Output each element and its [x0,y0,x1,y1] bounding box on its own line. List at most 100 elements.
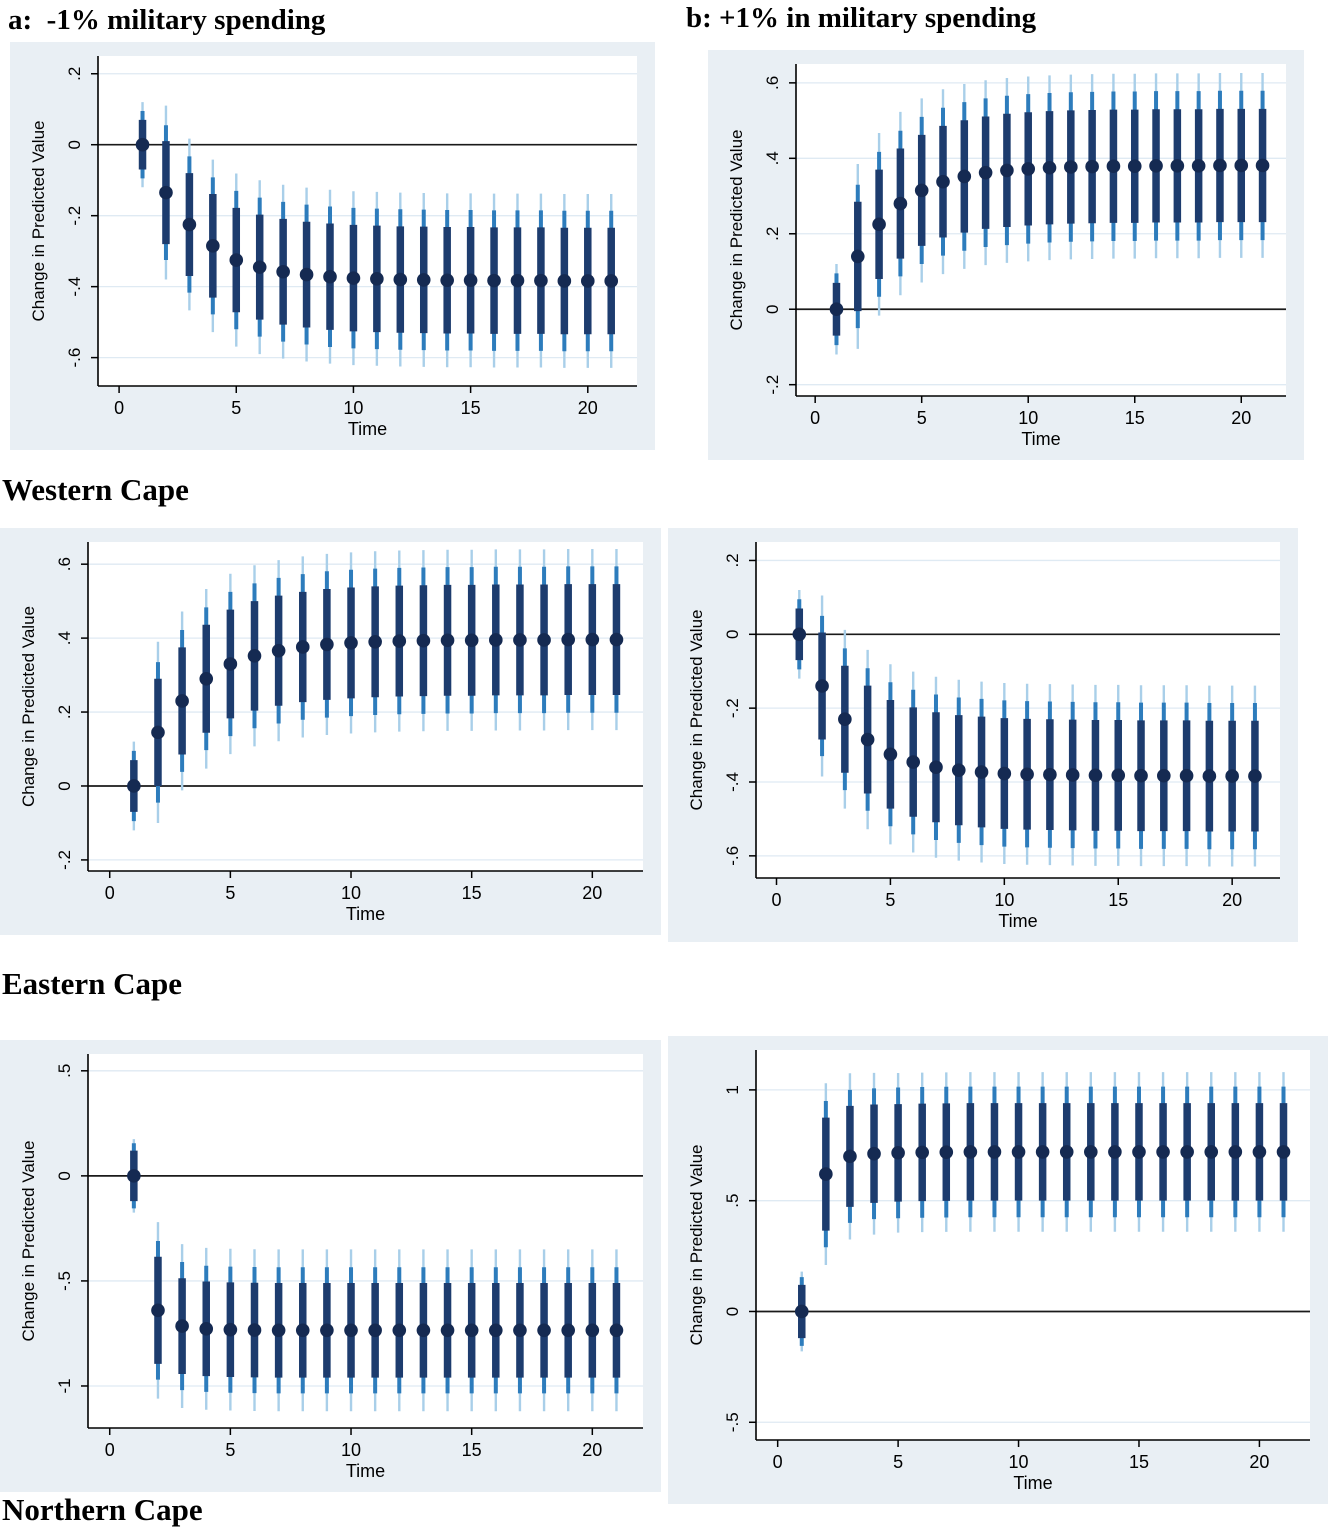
point-marker [1191,159,1206,173]
point-marker [1021,162,1036,176]
point-marker [1088,768,1103,783]
point-marker [368,1323,382,1338]
y-tick-label: 0 [723,1307,742,1316]
point-marker [206,239,220,253]
y-axis-title: Change in Predicted Value [29,121,48,322]
chart-western-cape-plus1: .6 .4 .2 0 -.2 0 5 10 15 20 Time Change in Predicte… [708,50,1304,460]
chart-svg-nc-a: .5 0 -.5 -1 0 5 10 15 20 Time Change in Predicted … [19,1054,643,1481]
x-tick-label: 10 [1009,1452,1029,1472]
point-marker [850,249,865,264]
y-tick-label: -.2 [723,698,742,718]
y-tick-label: .6 [763,76,782,90]
y-tick-label: -.4 [723,772,742,792]
series-nc-b [794,1072,1291,1352]
point-marker [1157,768,1171,783]
x-tick-label: 5 [885,890,895,910]
point-marker [393,272,408,287]
point-marker [151,1303,165,1318]
point-marker [464,633,479,648]
point-marker [392,634,407,648]
x-tick-label: 15 [1129,1452,1149,1472]
point-marker [346,271,361,285]
point-marker [1213,158,1227,173]
point-marker [1035,1145,1050,1159]
point-marker [127,1169,141,1183]
x-tick-label: 10 [994,890,1014,910]
x-tick-label: 0 [114,398,124,418]
point-marker [1179,768,1194,783]
chart-western-cape-minus1: .2 0 -.2 -.4 -.6 0 5 10 15 20 Time Change in Predic… [10,42,655,450]
plot-area [98,56,637,386]
chart-svg-ec-a: .6 .4 .2 0 -.2 0 5 10 15 20 Time Change in Predicte… [19,542,643,924]
point-marker [957,169,972,184]
point-marker [463,273,478,288]
point-marker [534,273,548,288]
point-marker [609,1323,624,1338]
point-marker [1228,1145,1243,1159]
point-marker [843,1149,857,1164]
point-marker [182,217,197,232]
y-tick-label: 0 [763,304,782,313]
point-marker [344,636,358,650]
point-marker [159,185,173,200]
point-marker [1020,767,1034,782]
point-marker [271,1323,286,1338]
y-axis-title: Change in Predicted Value [19,1141,38,1342]
x-tick-label: 20 [1231,408,1251,428]
plot-area [796,64,1286,396]
point-marker [276,264,290,279]
row-label-western-cape: Western Cape [2,472,189,507]
point-marker [513,1323,527,1338]
point-marker [914,183,929,198]
x-tick-label: 5 [225,1440,235,1460]
point-marker [368,635,382,649]
series-nc-a [127,1139,624,1412]
point-marker [936,174,950,189]
plot-area [88,542,643,871]
point-marker [794,1304,809,1319]
chart-svg-nc-b: 1 .5 0 -.5 0 5 10 15 20 Time Change in Predicted V… [687,1050,1310,1493]
x-tick-label: 20 [1249,1452,1269,1472]
point-marker [792,627,807,642]
point-marker [609,632,624,647]
point-marker [320,637,334,652]
plot-area [88,1054,643,1428]
x-axis-title: Time [1021,429,1060,449]
point-marker [1234,158,1249,173]
point-marker [320,1323,334,1338]
y-axis-title: Change in Predicted Value [687,610,706,811]
y-axis-title: Change in Predicted Value [19,606,38,807]
point-marker [537,633,551,647]
point-marker [585,632,600,647]
y-tick-label: -.2 [55,850,74,870]
x-tick-label: 20 [578,398,598,418]
x-tick-label: 10 [343,398,363,418]
point-marker [1248,769,1262,783]
point-marker [1011,1145,1026,1159]
plot-area [756,542,1280,878]
column-title-a: a: -1% military spending [8,4,326,36]
point-marker [295,640,310,654]
x-tick-label: 0 [810,408,820,428]
point-marker [883,747,898,762]
point-marker [561,632,575,647]
point-marker [416,1323,431,1338]
point-marker [893,196,908,211]
series-ec-a [127,549,624,831]
row-label-northern-cape: Northern Cape [2,1492,203,1527]
x-axis-title: Time [1013,1473,1052,1493]
chart-svg-wc-a: .2 0 -.2 -.4 -.6 0 5 10 15 20 Time Change in Predic… [29,56,637,439]
x-tick-label: 15 [461,398,481,418]
point-marker [229,253,244,267]
point-marker [1255,158,1270,173]
point-marker [323,269,337,284]
point-marker [860,732,875,747]
chart-svg-ec-b: .2 0 -.2 -.4 -.6 0 5 10 15 20 Time Change in Predic… [687,542,1280,931]
point-marker [974,765,989,779]
point-marker [819,1167,833,1181]
point-marker [1276,1145,1291,1159]
point-marker [416,273,431,287]
x-axis-title: Time [348,419,387,439]
point-marker [1149,159,1163,173]
point-marker [135,137,150,152]
